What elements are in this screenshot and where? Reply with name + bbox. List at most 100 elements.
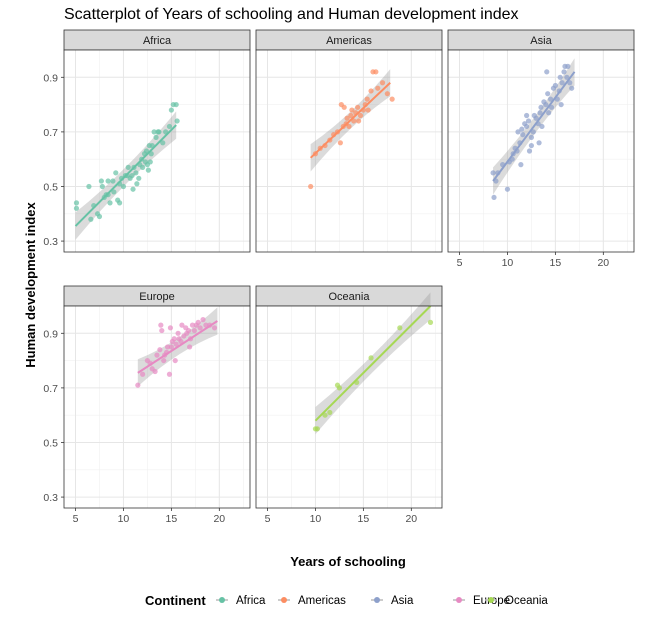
data-point — [538, 104, 544, 110]
data-point — [211, 325, 218, 331]
data-point — [125, 164, 131, 170]
data-point — [86, 183, 92, 190]
data-point — [135, 382, 141, 388]
data-point — [341, 104, 347, 110]
data-point — [389, 96, 395, 102]
data-point — [533, 115, 539, 121]
plot-area — [256, 50, 442, 252]
data-point — [384, 91, 390, 97]
panel-asia: Asia 5 10 15 20 — [447, 29, 635, 269]
y-axis-label: Human development index — [23, 202, 38, 368]
data-point — [373, 69, 379, 75]
data-point — [173, 101, 179, 108]
data-point — [491, 194, 497, 201]
fit-line — [137, 320, 218, 374]
data-point — [539, 123, 545, 130]
data-point — [167, 325, 174, 331]
panel-europe: Europe 0.3 0.5 0.7 0.9 5 10 15 20 — [43, 285, 251, 525]
fit-line — [492, 71, 576, 182]
y-tick-label: 0.9 — [43, 72, 58, 84]
legend-label-africa: Africa — [236, 595, 266, 607]
panel-border — [63, 305, 251, 509]
data-point — [195, 319, 201, 325]
data-point — [164, 344, 171, 350]
data-point — [172, 357, 178, 364]
data-point — [561, 69, 567, 75]
data-point — [520, 132, 526, 138]
x-tick-label: 10 — [310, 513, 322, 525]
data-point — [524, 112, 530, 119]
x-tick-label: 20 — [597, 257, 609, 269]
panel-border — [447, 49, 635, 253]
data-point — [397, 325, 403, 331]
data-point — [368, 355, 374, 361]
legend-key-europe — [456, 597, 462, 603]
data-point — [504, 186, 511, 192]
data-point — [525, 118, 532, 124]
data-point — [73, 205, 80, 211]
data-point — [536, 140, 542, 146]
data-point — [537, 110, 543, 116]
y-tick-label: 0.7 — [43, 127, 58, 139]
data-point — [153, 134, 159, 140]
y-tick-label: 0.3 — [43, 236, 58, 248]
data-point — [160, 140, 166, 146]
x-tick-label: 15 — [166, 513, 178, 525]
data-point — [166, 123, 173, 130]
data-point — [200, 317, 206, 323]
data-point — [518, 162, 524, 168]
data-point — [191, 327, 197, 334]
data-point — [120, 183, 127, 190]
data-point — [337, 140, 343, 146]
data-point — [558, 101, 564, 108]
data-point — [166, 371, 173, 377]
x-tick-label: 5 — [73, 513, 79, 525]
x-tick-label: 5 — [265, 513, 271, 525]
data-point — [357, 112, 364, 119]
facet-strip-label: Africa — [143, 35, 172, 47]
data-point — [147, 159, 153, 165]
data-point — [159, 327, 165, 334]
y-tick-label: 0.7 — [43, 383, 58, 395]
legend: Continent AfricaAmericasAsiaEuropeOceani… — [145, 593, 548, 608]
data-point — [129, 172, 135, 179]
data-point — [161, 357, 167, 364]
data-point — [365, 107, 371, 113]
data-point — [543, 101, 549, 108]
x-tick-label: 15 — [358, 513, 370, 525]
data-point — [344, 115, 350, 121]
facet-strip-label: Oceania — [329, 291, 371, 303]
plot-area — [256, 306, 442, 508]
data-point — [152, 368, 158, 375]
data-point — [151, 129, 157, 135]
legend-label-oceania: Oceania — [505, 595, 548, 607]
data-point — [136, 175, 142, 181]
data-point — [569, 85, 575, 91]
panel-africa: Africa 0.3 0.5 0.7 0.9 — [43, 29, 251, 253]
x-axis-label: Years of schooling — [290, 554, 406, 569]
panel-border — [255, 305, 443, 509]
plot-area — [448, 50, 634, 252]
data-point — [134, 181, 140, 187]
data-point — [526, 148, 533, 154]
data-point — [565, 63, 571, 69]
data-point — [168, 107, 174, 113]
data-point — [203, 322, 209, 328]
data-point — [524, 123, 530, 130]
data-point — [346, 123, 352, 130]
chart-title: Scatterplot of Years of schooling and Hu… — [64, 6, 519, 23]
data-point — [545, 91, 551, 97]
data-point — [154, 352, 160, 358]
x-tick-label: 10 — [118, 513, 130, 525]
x-tick-label: 20 — [405, 513, 417, 525]
data-point — [547, 96, 554, 102]
data-point — [140, 371, 146, 377]
data-point — [490, 170, 496, 176]
data-point — [173, 341, 179, 347]
y-tick-label: 0.5 — [43, 437, 58, 449]
data-point — [130, 186, 136, 192]
facet-strip-label: Europe — [139, 291, 174, 303]
data-point — [546, 110, 552, 116]
